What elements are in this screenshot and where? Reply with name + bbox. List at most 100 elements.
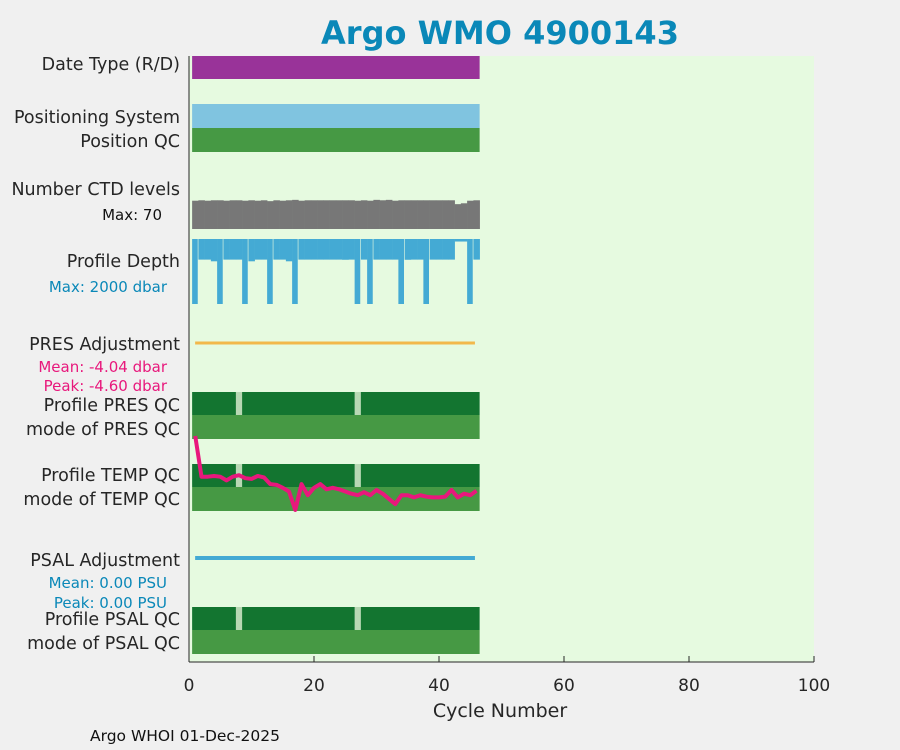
row-label-profile-temp-qc: Profile TEMP QC bbox=[41, 466, 180, 486]
ctd-levels-bar bbox=[423, 200, 430, 229]
ctd-levels-bar bbox=[454, 204, 462, 229]
profile-depth-bar bbox=[229, 239, 237, 260]
row-label-profile-pres-qc: Profile PRES QC bbox=[44, 396, 180, 416]
ctd-levels-bar bbox=[348, 200, 355, 229]
x-tick-label: 60 bbox=[553, 676, 575, 696]
psal-mean-label: Mean: 0.00 PSU bbox=[49, 574, 167, 592]
ctd-levels-bar bbox=[473, 200, 480, 229]
profile-depth-bar bbox=[354, 239, 361, 304]
ctd-levels-bar bbox=[242, 200, 249, 229]
temp-profile-qc-band bbox=[192, 464, 480, 487]
ctd-levels-bar bbox=[354, 200, 362, 229]
ctd-levels-bar bbox=[210, 200, 218, 229]
ctd-levels-bar bbox=[235, 200, 243, 229]
ctd-levels-bar bbox=[342, 200, 349, 229]
profile-depth-bar bbox=[404, 239, 412, 260]
ctd-levels-bar bbox=[410, 200, 418, 229]
profile-depth-bar bbox=[279, 239, 287, 260]
profile-depth-bar bbox=[323, 239, 330, 260]
profile-depth-bar bbox=[254, 239, 262, 260]
profile-depth-bar bbox=[298, 239, 305, 260]
ctd-levels-bar bbox=[329, 200, 337, 229]
profile-depth-bar bbox=[210, 239, 218, 262]
ctd-levels-bar bbox=[442, 200, 449, 229]
profile-depth-bar bbox=[304, 239, 312, 260]
date-type-band bbox=[192, 56, 480, 79]
row-label-positioning: Positioning System bbox=[14, 108, 180, 128]
ctd-levels-bar bbox=[460, 203, 468, 229]
ctd-levels-bar bbox=[223, 200, 230, 229]
ctd-levels-bar bbox=[217, 200, 224, 229]
footer-credit: Argo WHOI 01-Dec-2025 bbox=[90, 727, 280, 745]
ctd-levels-bar bbox=[279, 200, 287, 229]
profile-depth-bar bbox=[217, 239, 223, 304]
psal-profile-qc-band bbox=[192, 607, 480, 630]
profile-depth-bar bbox=[342, 239, 349, 260]
ctd-levels-bar bbox=[267, 201, 274, 229]
profile-depth-bar bbox=[310, 239, 318, 260]
ctd-levels-bar bbox=[310, 200, 318, 229]
pres-qc-gap-mark bbox=[235, 392, 243, 415]
profile-depth-bar bbox=[335, 239, 343, 260]
profile-depth-bar bbox=[448, 239, 455, 260]
profile-depth-bar bbox=[392, 239, 399, 260]
row-label-mode-temp-qc: mode of TEMP QC bbox=[23, 490, 180, 510]
row-label-profile-depth: Profile Depth bbox=[67, 252, 180, 272]
profile-depth-bar bbox=[273, 239, 280, 260]
profile-depth-bar bbox=[423, 239, 429, 304]
ctd-levels-bar bbox=[448, 200, 455, 229]
pres-mean-label: Mean: -4.04 dbar bbox=[38, 358, 168, 376]
ctd-levels-bar bbox=[229, 200, 237, 229]
x-tick-label: 40 bbox=[428, 676, 450, 696]
temp-adjustment-line bbox=[193, 435, 478, 512]
ctd-levels-bar bbox=[435, 200, 443, 229]
psal-mode-qc-band bbox=[192, 630, 480, 654]
chart-title: Argo WMO 4900143 bbox=[321, 14, 679, 52]
row-label-psal-adj: PSAL Adjustment bbox=[30, 551, 180, 571]
x-tick-label: 20 bbox=[303, 676, 325, 696]
ctd-levels-bar bbox=[467, 200, 474, 229]
plot-area bbox=[189, 56, 814, 662]
psal-qc-gap-mark bbox=[235, 607, 243, 630]
ctd-levels-bar bbox=[304, 200, 312, 229]
ctd-levels-bar bbox=[392, 200, 399, 229]
ctd-levels-bar bbox=[417, 200, 424, 229]
ctd-levels-bar bbox=[429, 200, 437, 229]
profile-depth-bar bbox=[235, 239, 243, 260]
ctd-levels-bar bbox=[398, 200, 405, 229]
ctd-levels-bar bbox=[254, 200, 262, 229]
ctd-levels-bar bbox=[379, 200, 387, 229]
profile-depth-bar bbox=[204, 239, 212, 260]
profile-depth-bar bbox=[292, 239, 298, 304]
ctd-max-label: Max: 70 bbox=[102, 206, 162, 224]
ctd-levels-bar bbox=[285, 200, 293, 229]
profile-depth-bar bbox=[410, 239, 418, 260]
profile-depth-bar bbox=[435, 239, 443, 260]
row-label-date-type: Date Type (R/D) bbox=[42, 55, 180, 75]
profile-depth-bar bbox=[317, 239, 324, 260]
ctd-levels-bar bbox=[323, 200, 330, 229]
ctd-levels-bar bbox=[204, 200, 212, 229]
row-label-mode-psal-qc: mode of PSAL QC bbox=[27, 634, 180, 654]
row-labels: Date Type (R/D) Positioning System Positio… bbox=[11, 55, 180, 654]
profile-depth-bar bbox=[248, 239, 255, 262]
x-axis: 0 20 40 60 80 100 bbox=[184, 56, 830, 696]
profile-depth-bar bbox=[379, 239, 387, 260]
chart-marks bbox=[192, 56, 480, 654]
profile-depth-bar bbox=[360, 239, 368, 260]
depth-max-label: Max: 2000 dbar bbox=[49, 278, 168, 296]
profile-depth-bar bbox=[223, 239, 230, 260]
x-tick-label: 100 bbox=[798, 676, 830, 696]
profile-depth-bar bbox=[373, 239, 380, 260]
ctd-levels-bar bbox=[260, 200, 268, 229]
pres-peak-label: Peak: -4.60 dbar bbox=[44, 377, 168, 395]
ctd-levels-bar bbox=[335, 200, 343, 229]
ctd-levels-bar bbox=[373, 199, 380, 229]
profile-depth-bar bbox=[467, 239, 473, 304]
x-tick-label: 80 bbox=[678, 676, 700, 696]
ctd-levels-bar bbox=[273, 200, 280, 229]
ctd-levels-bar bbox=[317, 200, 324, 229]
profile-depth-bar bbox=[267, 239, 273, 304]
